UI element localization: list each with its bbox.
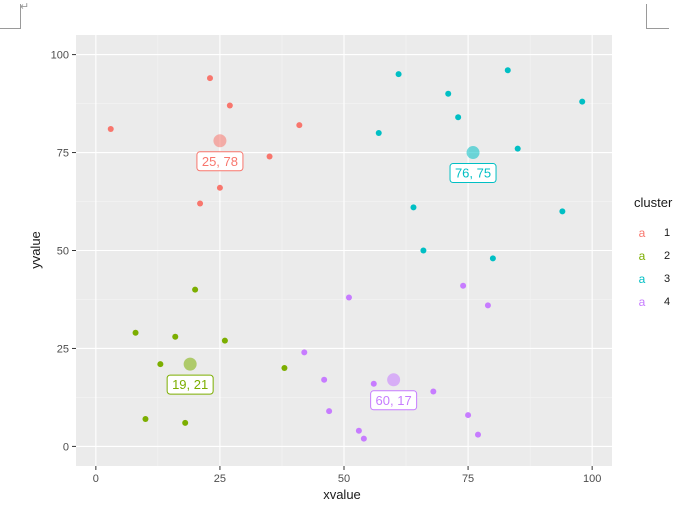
page-corner-mark-left	[0, 4, 21, 29]
legend-key: a	[639, 226, 646, 240]
data-point	[579, 98, 586, 105]
x-tick-label: 100	[583, 473, 601, 485]
x-tick-label: 75	[462, 473, 474, 485]
data-point	[475, 431, 481, 438]
data-point	[489, 255, 496, 262]
y-tick-label: 100	[51, 50, 69, 62]
data-point	[207, 75, 213, 82]
data-point	[514, 145, 521, 152]
data-point	[460, 282, 467, 289]
cluster-center-label-box	[196, 151, 244, 172]
cluster-center-label: 25, 78	[202, 154, 238, 169]
data-point	[326, 408, 333, 415]
data-point	[142, 415, 149, 422]
paragraph-return-mark: ↵	[20, 1, 30, 13]
data-point	[465, 412, 472, 419]
data-point	[197, 200, 204, 207]
data-point	[281, 365, 288, 372]
axes: 0 25 50 75 100 0 25 50 75 100	[51, 50, 602, 485]
legend: cluster a 1 a 2 a 3 a 4	[634, 195, 673, 309]
cluster-center-label-box	[370, 390, 418, 411]
data-point	[410, 204, 417, 211]
gridlines	[76, 35, 612, 466]
y-tick-label: 50	[57, 246, 69, 258]
data-point	[430, 388, 437, 395]
data-point	[132, 329, 139, 336]
data-point	[355, 427, 362, 434]
data-point	[504, 67, 511, 74]
legend-title: cluster	[634, 195, 673, 210]
page-corner-mark-right	[646, 4, 669, 29]
x-tick-label: 25	[214, 473, 226, 485]
y-tick-label: 0	[63, 441, 69, 453]
y-axis-title: yvalue	[28, 231, 43, 269]
cluster-center-marker	[213, 134, 227, 148]
data-point	[445, 90, 452, 97]
cluster-centers: 25, 78 19, 21 76, 75 60, 17	[166, 134, 497, 411]
y-tick-label: 75	[57, 148, 69, 160]
data-point	[266, 153, 273, 160]
data-point	[221, 337, 228, 344]
data-point	[360, 435, 367, 442]
data-point	[370, 380, 377, 387]
data-point	[301, 349, 308, 356]
cluster-center-marker	[387, 373, 401, 387]
data-point	[192, 286, 199, 293]
data-point	[107, 126, 114, 133]
data-point	[157, 361, 164, 368]
data-point	[395, 71, 402, 78]
legend-label: 1	[664, 227, 670, 239]
cluster-center-label-box	[166, 374, 214, 395]
data-point	[484, 302, 491, 309]
cluster-center-label-box	[449, 163, 497, 184]
data-point	[321, 376, 328, 383]
data-point	[345, 294, 352, 301]
data-point	[296, 122, 303, 129]
y-tick-label: 25	[57, 343, 69, 355]
legend-key: a	[639, 249, 646, 263]
data-points	[107, 67, 586, 442]
data-point	[172, 333, 179, 340]
legend-label: 3	[664, 273, 670, 285]
data-point	[226, 102, 233, 109]
data-point	[216, 184, 223, 191]
data-point	[182, 419, 189, 426]
x-axis-title: xvalue	[323, 487, 361, 502]
cluster-center-marker	[183, 357, 197, 371]
legend-key: a	[639, 295, 646, 309]
data-point	[375, 129, 382, 136]
data-point	[455, 114, 462, 121]
data-point	[559, 208, 566, 215]
x-tick-label: 50	[338, 473, 350, 485]
cluster-center-marker	[466, 146, 480, 160]
x-tick-label: 0	[93, 473, 99, 485]
legend-key: a	[639, 272, 646, 286]
legend-label: 4	[664, 296, 670, 308]
cluster-center-label: 60, 17	[376, 393, 412, 408]
legend-label: 2	[664, 250, 670, 262]
cluster-center-label: 19, 21	[172, 377, 208, 392]
data-point	[420, 247, 427, 254]
cluster-center-label: 76, 75	[455, 166, 491, 181]
